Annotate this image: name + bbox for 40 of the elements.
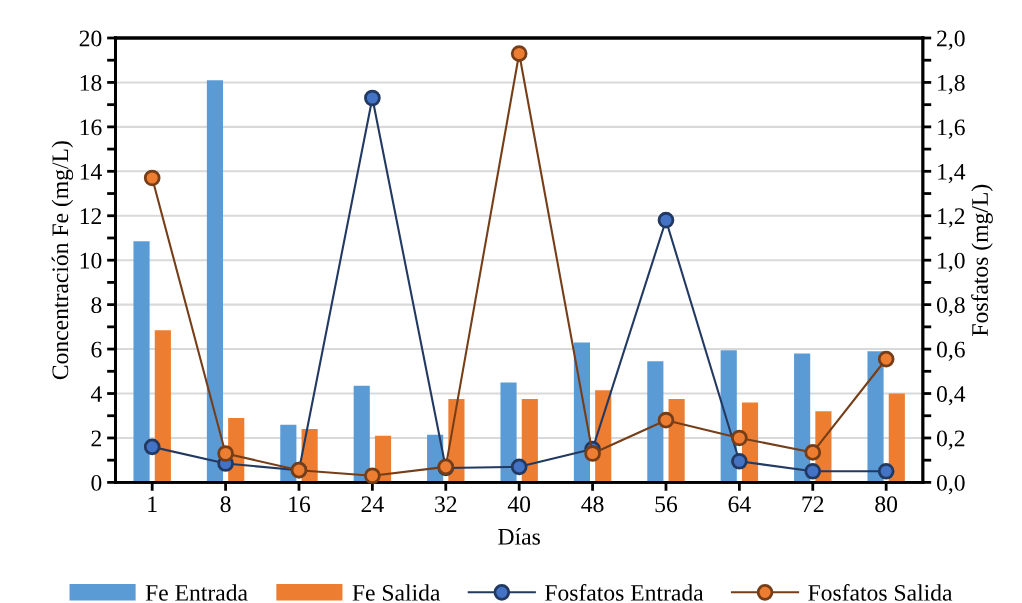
legend-label: Fosfatos Entrada	[544, 583, 704, 601]
y2-tick-label: 0,4	[936, 386, 966, 406]
x-tick-label: 80	[875, 496, 898, 513]
legend-label: Fe Salida	[352, 584, 441, 601]
x-tick-label: 72	[802, 496, 824, 512]
x-tick-label: 1	[148, 496, 157, 512]
x-tick-label: 8	[220, 496, 231, 513]
y-axis-title: Concentración Fe (mg/L)	[51, 141, 74, 380]
y2-axis-title: Fosfatos (mg/L)	[971, 184, 993, 336]
y2-tick-label: 0,2	[936, 430, 965, 450]
legend-label: Fe Entrada	[145, 584, 248, 601]
x-tick-label: 56	[655, 496, 678, 513]
y-tick-label: 6	[91, 341, 102, 358]
y-tick-label: 4	[90, 386, 102, 402]
y-tick-label: 0	[91, 474, 102, 491]
y2-tick-label: 1,4	[938, 163, 966, 184]
y-tick-label: 10	[80, 252, 102, 269]
y-tick-label: 8	[91, 297, 102, 314]
y2-tick-label: 0,8	[936, 297, 965, 317]
x-tick-label: 16	[289, 496, 311, 513]
y-tick-label: 20	[79, 30, 102, 47]
x-tick-label: 40	[507, 496, 531, 513]
x-tick-label: 64	[728, 496, 751, 513]
y2-tick-label: 1,6	[938, 119, 965, 139]
y2-tick-label: 2,0	[937, 30, 965, 50]
y2-tick-label: 1,2	[938, 208, 965, 228]
x-tick-label: 24	[361, 496, 384, 512]
x-tick-label: 48	[581, 496, 604, 513]
x-tick-label: 32	[435, 496, 457, 513]
x-axis-title: Días	[498, 528, 540, 545]
y-tick-label: 12	[80, 208, 101, 224]
y-tick-label: 14	[80, 163, 102, 180]
y-tick-label: 18	[80, 74, 102, 91]
y2-tick-label: 0,0	[936, 474, 965, 495]
y-tick-label: 2	[91, 430, 101, 447]
y2-tick-label: 1,0	[938, 252, 965, 273]
y2-tick-label: 1,8	[938, 74, 965, 95]
y-tick-label: 16	[80, 119, 102, 136]
y2-tick-label: 0,6	[936, 341, 965, 361]
legend-label: Fosfatos Salida	[808, 583, 953, 601]
